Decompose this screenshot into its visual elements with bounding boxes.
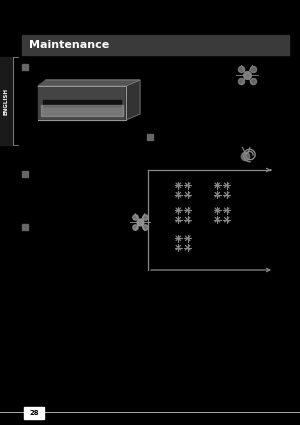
- Bar: [147, 134, 153, 140]
- Text: Maintenance: Maintenance: [29, 40, 109, 50]
- Polygon shape: [126, 80, 140, 120]
- Bar: [22, 35, 289, 55]
- Text: ENGLISH: ENGLISH: [4, 88, 9, 114]
- Circle shape: [241, 152, 250, 161]
- Polygon shape: [38, 86, 126, 120]
- Bar: [22, 224, 28, 230]
- Polygon shape: [38, 80, 140, 86]
- Bar: [22, 64, 28, 70]
- Text: 28: 28: [29, 410, 39, 416]
- Bar: [41, 105, 123, 116]
- Bar: [43, 100, 121, 106]
- Bar: [0, 57, 13, 145]
- Bar: [22, 171, 28, 177]
- Bar: [24, 407, 44, 419]
